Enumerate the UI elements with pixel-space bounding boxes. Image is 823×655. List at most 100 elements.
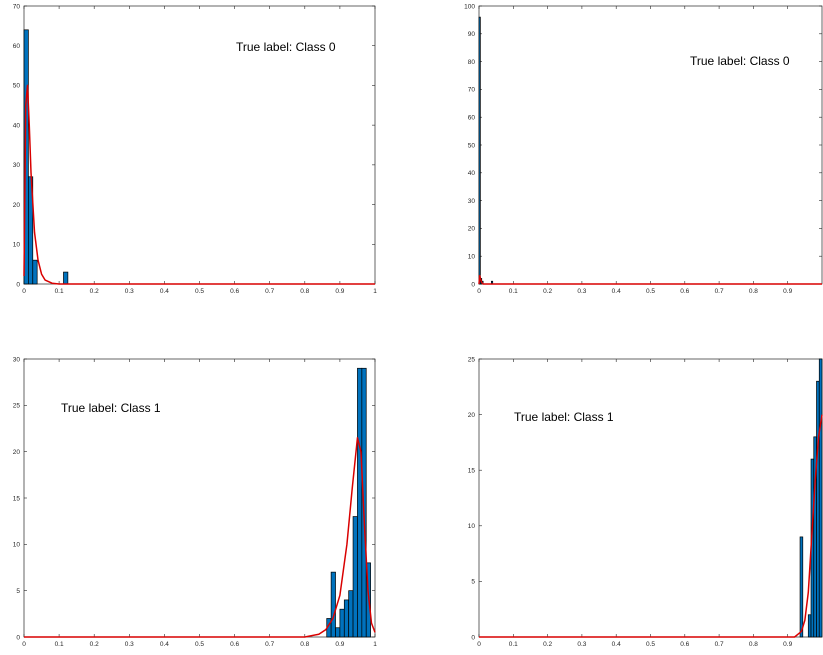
annotation-label: True label: Class 0 — [236, 40, 336, 54]
x-tick-label: 0 — [22, 641, 26, 648]
y-tick-label: 100 — [464, 3, 475, 10]
x-tick-label: 0.9 — [783, 641, 792, 648]
x-tick-label: 0.2 — [90, 641, 99, 648]
x-tick-label: 0.3 — [125, 288, 134, 295]
y-tick-label: 10 — [468, 523, 476, 530]
x-tick-label: 0.3 — [577, 288, 586, 295]
x-tick-label: 0.5 — [195, 641, 204, 648]
y-tick-label: 0 — [471, 634, 475, 641]
histogram-bar — [23, 29, 29, 285]
x-tick-label: 0.6 — [230, 641, 239, 648]
x-tick-label: 0.9 — [783, 288, 792, 295]
x-tick-label: 0 — [477, 641, 481, 648]
histogram-bar — [818, 358, 823, 638]
x-tick-label: 0.3 — [125, 641, 134, 648]
panel-top-left: 0 0.1 0.2 0.3 0.4 0.5 0.6 0.7 0.8 0.9 101020304050… — [13, 3, 377, 295]
x-tick-label: 0 — [477, 288, 481, 295]
x-tick-label: 0.5 — [646, 288, 655, 295]
y-tick-label: 30 — [13, 356, 21, 363]
x-tick-label: 0.1 — [55, 641, 64, 648]
x-tick-label: 0.2 — [543, 641, 552, 648]
y-tick-label: 50 — [468, 142, 476, 149]
annotation-label: True label: Class 1 — [514, 410, 614, 424]
x-tick-label: 0.2 — [90, 288, 99, 295]
x-tick-label: 0.7 — [265, 288, 274, 295]
y-tick-label: 40 — [13, 122, 21, 129]
x-tick-label: 0.3 — [577, 641, 586, 648]
x-tick-label: 0.8 — [749, 288, 758, 295]
panel-top-right: 0 0.1 0.2 0.3 0.4 0.5 0.6 0.7 0.8 0.9 0 10 20 30 40 50 6… — [464, 3, 823, 295]
x-tick-label: 0.2 — [543, 288, 552, 295]
histogram-bar — [348, 590, 354, 638]
y-tick-label: 20 — [468, 412, 476, 419]
histogram-bar — [478, 16, 481, 285]
histogram-bar — [63, 271, 69, 285]
y-tick-label: 5 — [16, 588, 20, 595]
x-tick-label: 0.1 — [509, 288, 518, 295]
y-tick-label: 60 — [468, 115, 476, 122]
y-tick-label: 60 — [13, 43, 21, 50]
y-tick-label: 90 — [468, 31, 476, 38]
y-tick-label: 70 — [13, 3, 21, 10]
x-tick-label: 0.7 — [715, 288, 724, 295]
y-tick-label: 20 — [468, 226, 476, 233]
histogram-bar — [343, 599, 350, 638]
x-tick-label: 0.7 — [715, 641, 724, 648]
x-tick-label: 1 — [373, 288, 377, 295]
panel-bottom-right: 0 0.1 0.2 0.3 0.4 0.5 0.6 0.7 0.8 0.9 0 5 10 15 20 25 Tr… — [468, 356, 823, 648]
y-tick-label: 70 — [468, 87, 476, 94]
y-tick-label: 20 — [13, 202, 21, 209]
x-tick-label: 0.4 — [160, 641, 169, 648]
histogram-bar — [799, 536, 804, 638]
x-tick-label: 0.1 — [509, 641, 518, 648]
x-tick-label: 0.9 — [335, 641, 344, 648]
y-tick-label: 5 — [471, 579, 475, 586]
x-tick-label: 0.4 — [612, 288, 621, 295]
y-tick-label: 0 — [16, 281, 20, 288]
y-tick-label: 25 — [13, 403, 21, 410]
x-tick-label: 0.9 — [335, 288, 344, 295]
y-tick-label: 10 — [13, 242, 21, 249]
x-tick-label: 0.4 — [160, 288, 169, 295]
histogram-bar — [335, 627, 341, 638]
y-tick-label: 30 — [13, 162, 21, 169]
fit-curve — [478, 274, 822, 285]
fit-curve — [23, 84, 375, 285]
histogram-bar — [32, 259, 38, 285]
x-tick-label: 0.4 — [612, 641, 621, 648]
y-tick-label: 0 — [16, 634, 20, 641]
x-tick-label: 0.7 — [265, 641, 274, 648]
axes-box — [478, 5, 823, 285]
histogram-bar — [816, 380, 820, 638]
x-tick-label: 0.1 — [55, 288, 64, 295]
annotation-label: True label: Class 0 — [690, 54, 790, 68]
y-tick-label: 80 — [468, 59, 476, 66]
y-tick-label: 10 — [13, 542, 21, 549]
y-tick-label: 40 — [468, 170, 476, 177]
y-tick-label: 15 — [468, 468, 476, 475]
x-tick-label: 0 — [22, 288, 26, 295]
y-tick-label: 20 — [13, 449, 21, 456]
x-tick-label: 0.8 — [300, 641, 309, 648]
y-tick-label: 15 — [13, 495, 21, 502]
histogram-bar — [807, 614, 812, 638]
x-tick-label: 0.6 — [230, 288, 239, 295]
x-tick-label: 0.8 — [300, 288, 309, 295]
x-tick-label: 0.5 — [646, 641, 655, 648]
y-tick-label: 50 — [13, 83, 21, 90]
y-tick-label: 10 — [468, 254, 476, 261]
fit-curve — [479, 414, 823, 638]
fit-curve — [24, 437, 376, 638]
axes-box — [478, 358, 823, 638]
histogram-bar — [330, 571, 336, 638]
x-tick-label: 0.5 — [195, 288, 204, 295]
histogram-bar — [339, 608, 345, 638]
annotation-label: True label: Class 1 — [61, 401, 161, 415]
x-tick-label: 0.8 — [749, 641, 758, 648]
histogram-bar — [352, 516, 358, 638]
x-tick-label: 1 — [373, 641, 377, 648]
x-tick-label: 0.6 — [680, 641, 689, 648]
x-tick-label: 0.6 — [680, 288, 689, 295]
y-tick-label: 25 — [468, 356, 476, 363]
